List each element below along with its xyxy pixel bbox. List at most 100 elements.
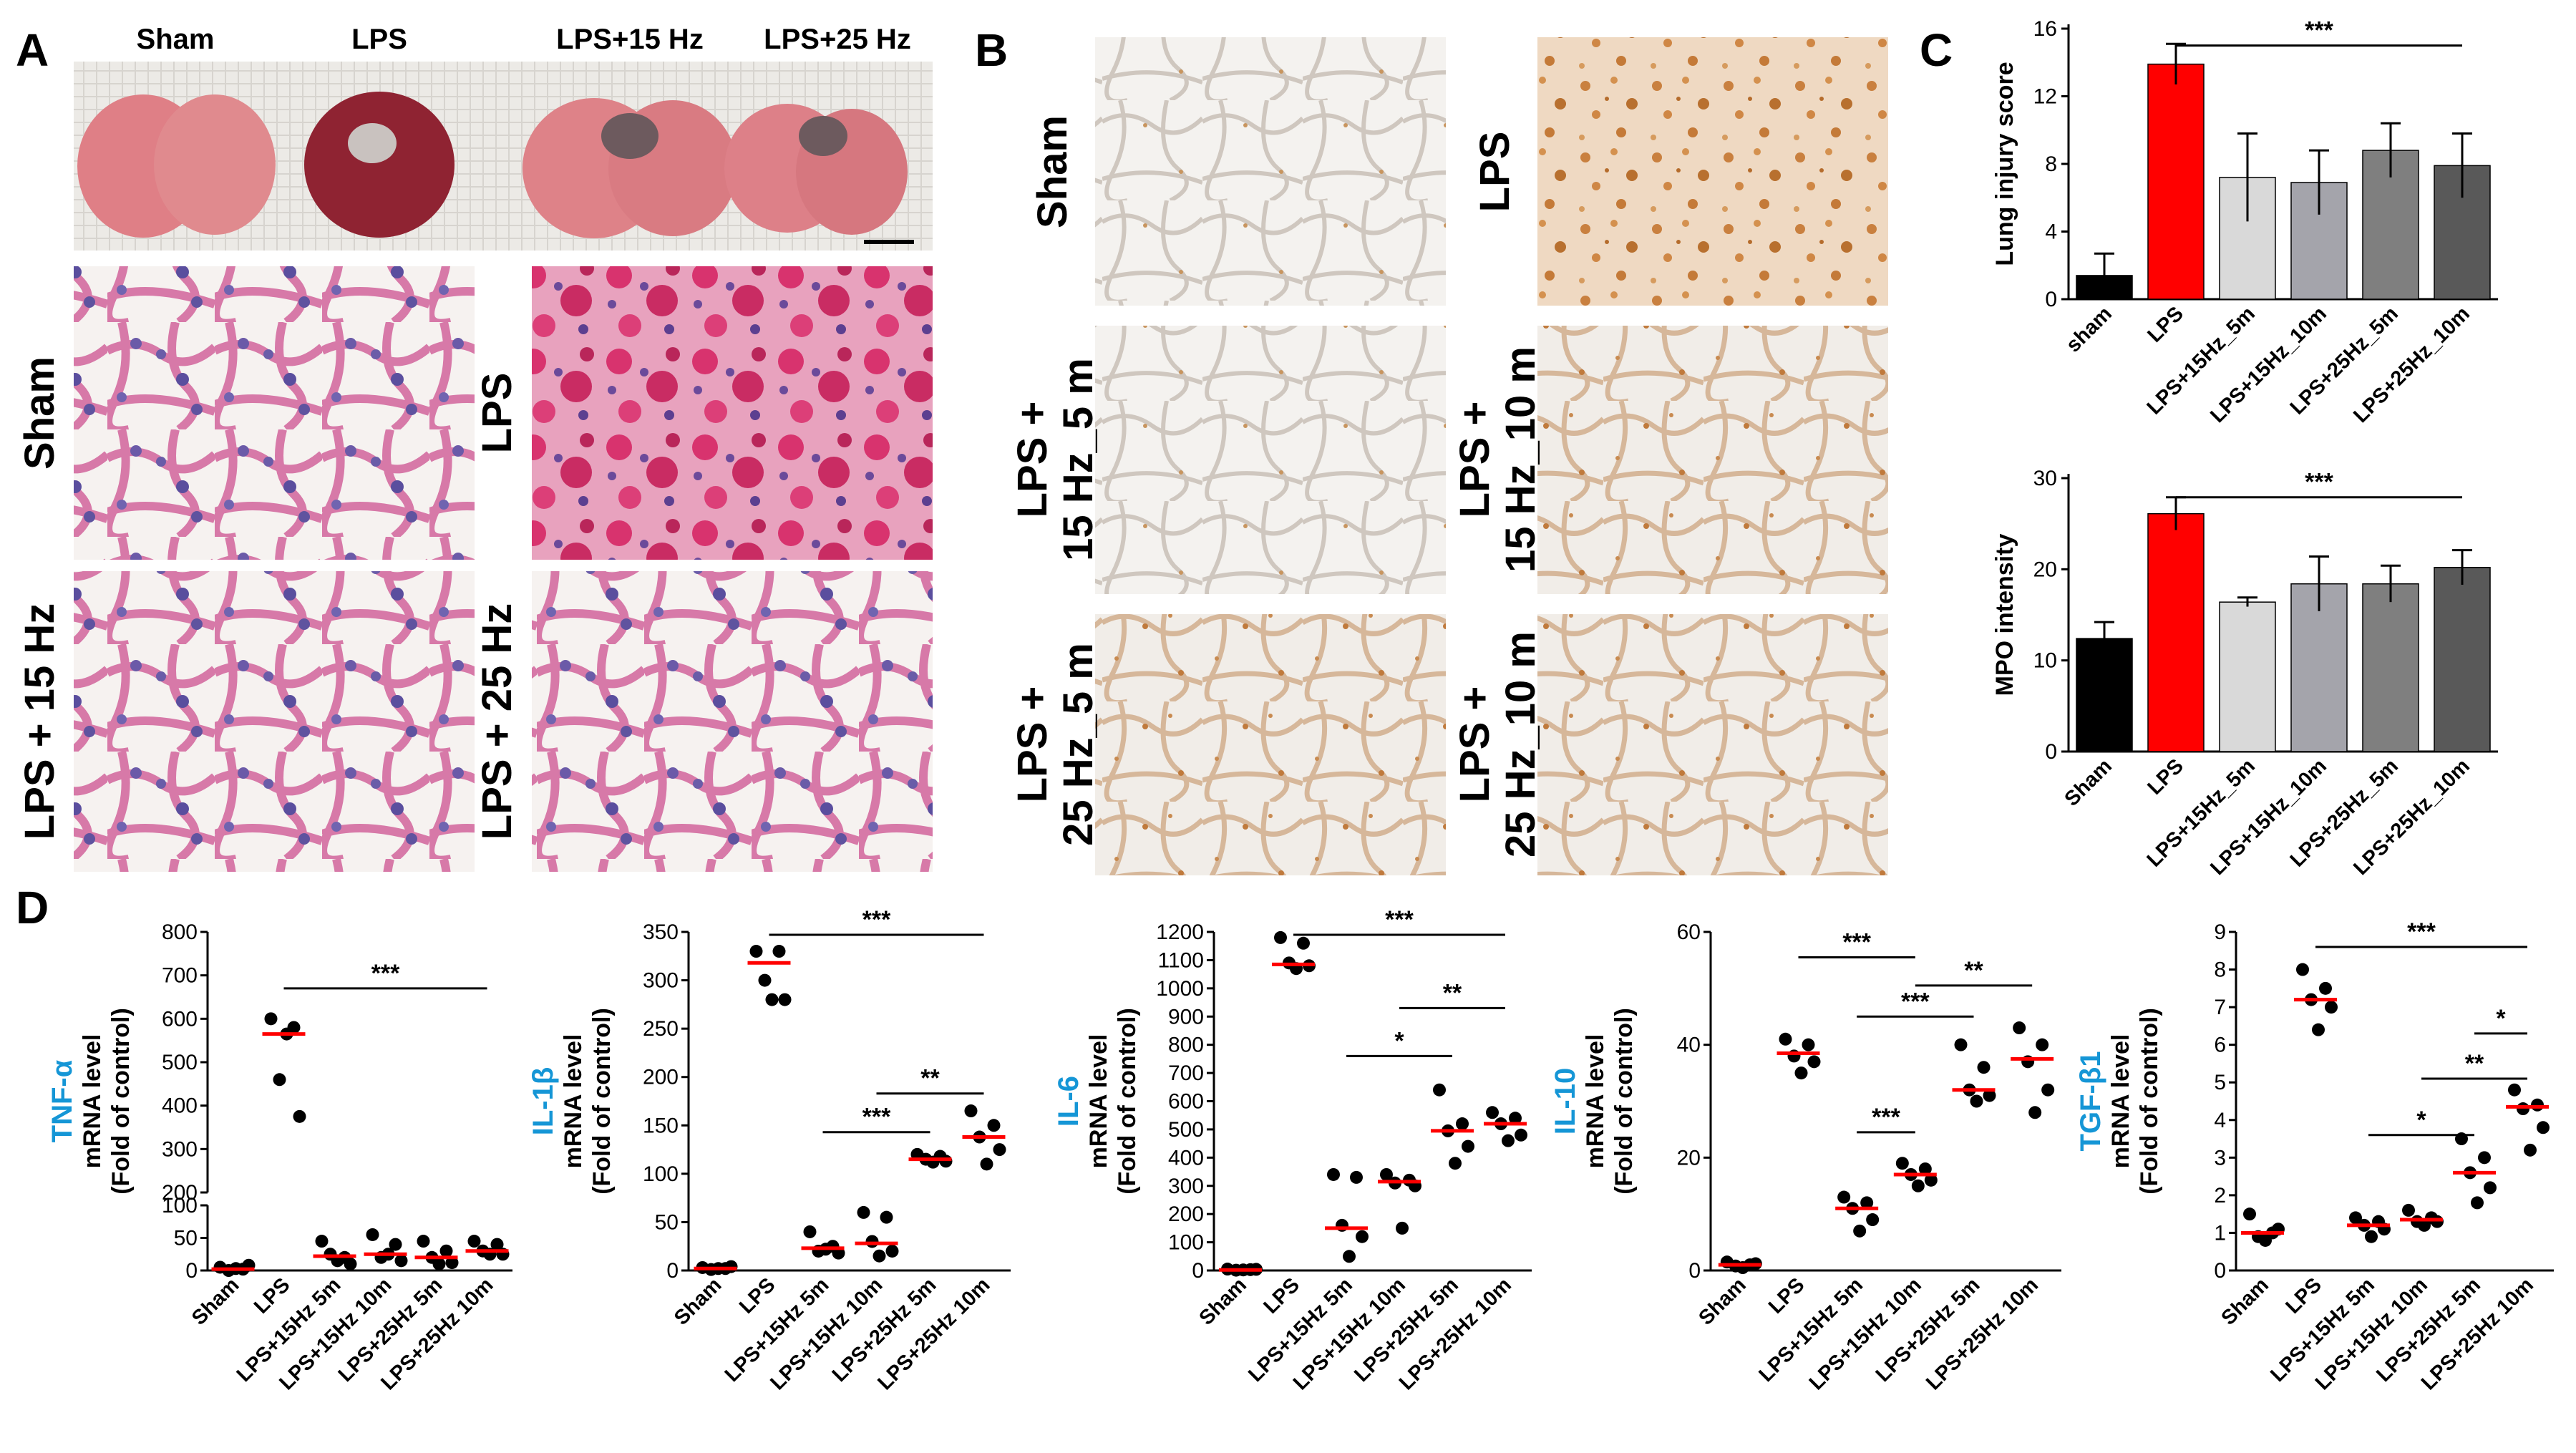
y-tick-label: 350 [643, 920, 679, 944]
x-tick-label: LPS [250, 1273, 295, 1318]
significance-label: * [1394, 1027, 1404, 1054]
y-tick-label: 6 [2214, 1034, 2226, 1057]
data-point [1327, 1167, 1340, 1181]
y-tick-label: 400 [1168, 1146, 1204, 1170]
data-point [1350, 1170, 1363, 1184]
panel-letter-b: B [975, 24, 1008, 76]
significance-label: ** [2465, 1050, 2484, 1077]
y-axis-label-line2: (Fold of control) [588, 1008, 616, 1195]
y-tick-label: 7 [2214, 996, 2226, 1019]
data-point [2517, 1102, 2529, 1116]
y-tick-label: 0 [185, 1259, 198, 1283]
data-point [366, 1228, 379, 1241]
ihc-tile-lps-25hz-5m: LPS +25 Hz_5 m [1009, 614, 1446, 875]
y-axis-label-line2: (Fold of control) [1610, 1008, 1638, 1195]
photo-column-label-lps-25hz: LPS+25 Hz [764, 24, 911, 55]
he-tile-sham: Sham [16, 266, 475, 560]
data-point [1297, 936, 1310, 950]
significance-label: * [2496, 1005, 2506, 1032]
data-point [394, 1254, 408, 1268]
x-tick-label: Sham [2060, 754, 2116, 810]
y-tick-label: 12 [2033, 85, 2057, 109]
y-tick-label: 800 [162, 920, 198, 944]
cytokine-title: TNF-α [47, 1059, 78, 1142]
data-point [1509, 1112, 1522, 1125]
significance-label: * [2416, 1107, 2426, 1134]
ihc-tile-sham: Sham [1029, 37, 1446, 306]
x-tick-label: LPS [2143, 302, 2188, 347]
y-tick-label: 1000 [1156, 977, 1204, 1001]
y-tick-label: 0 [1688, 1259, 1701, 1283]
ihc-tile-label-lps-15hz-10m: LPS +15 Hz_10 m [1452, 346, 1544, 573]
significance-label: ** [1964, 957, 1983, 984]
data-point [1983, 1089, 1996, 1102]
data-point [1380, 1167, 1393, 1181]
data-point [1954, 1038, 1968, 1051]
y-tick-label: 600 [162, 1007, 198, 1031]
data-point [1449, 1157, 1462, 1170]
cytokine-title: IL-1β [528, 1067, 559, 1136]
ihc-tile-label-lps-25hz-5m: LPS +25 Hz_5 m [1009, 643, 1102, 846]
y-tick-label: 1100 [1157, 948, 1204, 972]
data-point [964, 1104, 978, 1118]
bar-sham [2076, 638, 2133, 752]
ihc-tile-label-lps: LPS [1472, 132, 1518, 213]
data-point [1794, 1066, 1808, 1080]
chart-il-10: 0 20 40 60 IL-10 mRNA level (Fold of control) S… [1550, 920, 2061, 1394]
y-tick-label: 250 [643, 1017, 679, 1041]
data-point [2508, 1083, 2521, 1097]
ihc-tile-label-lps-25hz-10m: LPS +25 Hz_10 m [1452, 631, 1544, 857]
y-axis-label: mRNA level [560, 1034, 587, 1169]
ihc-tile-lps-15hz-10m: LPS +15 Hz_10 m [1452, 326, 1888, 594]
y-tick-label: 500 [162, 1051, 198, 1074]
photo-column-label-lps: LPS [351, 24, 407, 55]
data-point [2484, 1181, 2497, 1195]
bar-lps [2147, 63, 2205, 300]
data-point [2036, 1038, 2049, 1051]
data-point [2312, 1023, 2325, 1036]
y-tick-label: 50 [174, 1227, 198, 1250]
he-tile-label-lps-15hz: LPS + 15 Hz [16, 603, 63, 840]
panel-letter-d: D [16, 882, 49, 933]
data-point [980, 1157, 993, 1171]
data-point [2028, 1106, 2042, 1119]
y-tick-label: 3 [2214, 1146, 2226, 1170]
significance-label: *** [862, 1104, 891, 1131]
y-tick-label: 800 [1168, 1034, 1204, 1057]
chart-il-6: 0 100 200 300 400 500 600 700 800 900 1000 1100 1200… [1053, 906, 1532, 1394]
he-tile-label-lps-25hz: LPS + 25 Hz [474, 603, 520, 840]
data-point [1356, 1230, 1369, 1243]
data-point [2296, 963, 2309, 976]
data-point [432, 1257, 446, 1270]
data-point [2259, 1233, 2272, 1247]
y-tick-label: 8 [2214, 958, 2226, 982]
y-tick-label: 40 [1677, 1034, 1701, 1057]
data-point [417, 1235, 430, 1248]
y-tick-label: 20 [2033, 558, 2057, 581]
y-tick-label: 8 [2045, 152, 2057, 176]
y-axis-label: MPO intensity [1991, 534, 2018, 696]
data-point [2041, 1083, 2055, 1097]
data-point [873, 1249, 886, 1263]
data-point [857, 1205, 870, 1219]
data-point [1396, 1221, 1409, 1235]
cytokine-title: IL-6 [1053, 1076, 1084, 1127]
y-tick-label: 100 [643, 1162, 679, 1186]
y-axis-label-line2: (Fold of control) [107, 1008, 135, 1195]
bar-lps-15hz-10m [2290, 583, 2348, 752]
data-point [1802, 1038, 1815, 1051]
y-axis-label-line2: (Fold of control) [1114, 1008, 1141, 1195]
significance-label: ** [1443, 979, 1462, 1006]
data-point [1462, 1139, 1474, 1153]
significance-label: *** [1872, 1104, 1900, 1131]
ihc-tile-label-sham: Sham [1029, 115, 1076, 228]
y-tick-label: 30 [2033, 467, 2057, 490]
data-point [724, 1260, 738, 1273]
chart-il-1beta: 0 50 100 150 200 250 300 350 IL-1β mRNA level (Fol… [528, 906, 1011, 1394]
data-point [1895, 1157, 1909, 1170]
data-point [293, 1109, 306, 1123]
significance-label: *** [371, 960, 400, 987]
y-tick-label: 2 [2214, 1184, 2226, 1207]
